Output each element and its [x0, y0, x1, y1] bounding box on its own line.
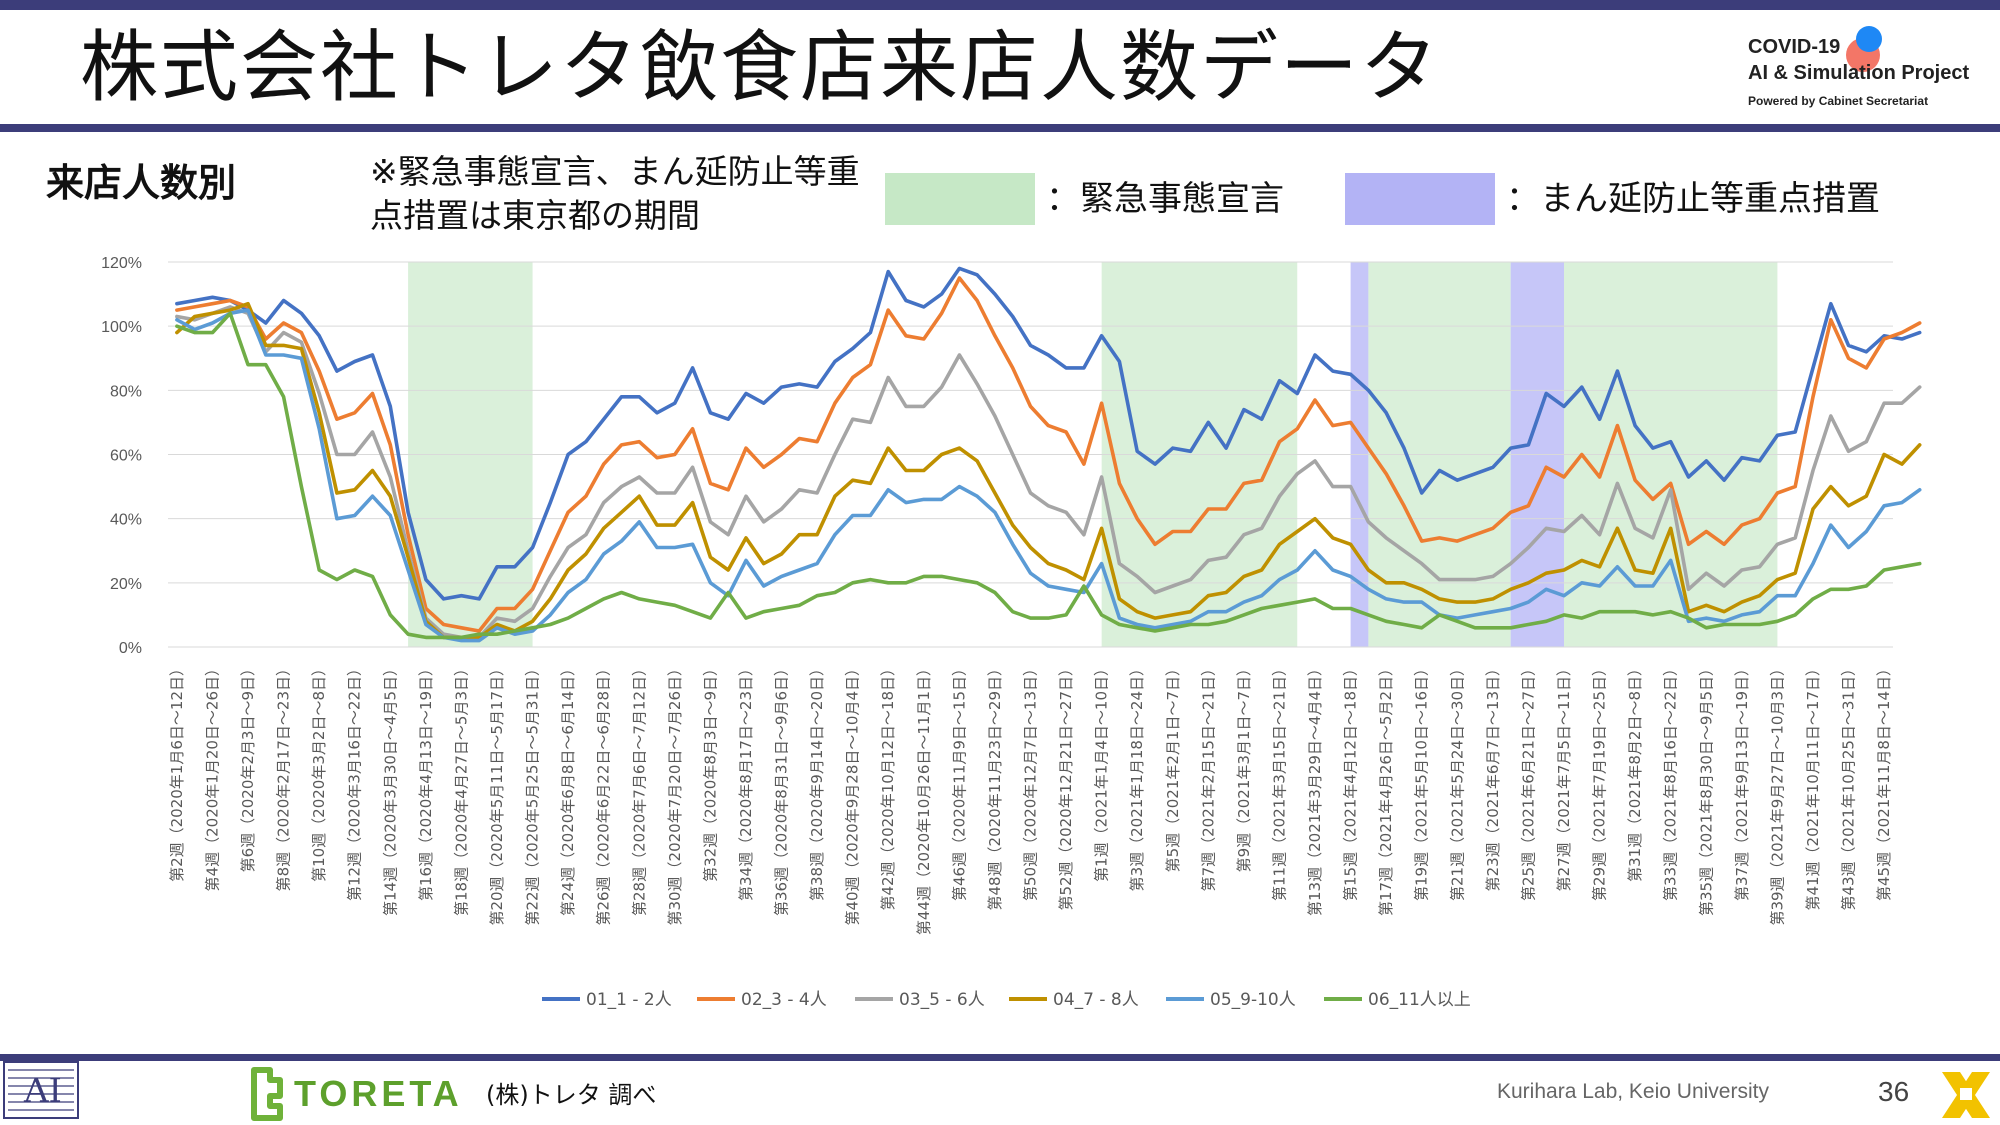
x-tick-label: 第38週（2020年9月14日～20日） — [808, 661, 826, 901]
y-tick-label: 80% — [110, 383, 142, 400]
toreta-logo-icon — [251, 1067, 283, 1121]
x-tick-label: 第15週（2021年4月12日～18日） — [1342, 661, 1360, 901]
y-tick-label: 0% — [119, 640, 142, 657]
x-tick-label: 第7週（2021年2月15日～21日） — [1199, 661, 1217, 891]
x-tick-label: 第24週（2020年6月8日～6月14日） — [559, 661, 577, 916]
y-tick-label: 60% — [110, 448, 142, 465]
legend-label-3: 03_5 - 6人 — [899, 990, 985, 1010]
y-tick-label: 100% — [101, 319, 142, 336]
x-tick-label: 第28週（2020年7月6日～7月12日） — [630, 661, 648, 916]
x-tick-label: 第41週（2021年10月11日～17日） — [1804, 661, 1822, 911]
series-line-6 — [175, 311, 1922, 640]
y-tick-label: 120% — [101, 255, 142, 272]
section-label: 来店人数別 — [46, 161, 237, 205]
covid-project-badge: COVID-19 AI & Simulation Project Powered… — [1748, 22, 1988, 117]
legend-label-5: 05_9-10人 — [1210, 990, 1296, 1010]
x-tick-label: 第46週（2020年11月9日～15日） — [950, 661, 968, 901]
x-tick-label: 第40週（2020年9月28日～10月4日） — [844, 661, 862, 926]
x-tick-label: 第4週（2020年1月20日～26日） — [203, 661, 221, 891]
x-tick-label: 第35週（2021年8月30日～9月5日） — [1697, 661, 1715, 916]
x-tick-label: 第19週（2021年5月10日～16日） — [1413, 661, 1431, 901]
mambo-legend-label: ：まん延防止等重点措置 — [1506, 179, 1880, 219]
x-tick-label: 第30週（2020年7月20日～7月26日） — [666, 661, 684, 926]
x-tick-label: 第34週（2020年8月17日～23日） — [737, 661, 755, 901]
x-tick-label: 第1週（2021年1月4日～10日） — [1093, 661, 1111, 882]
x-tick-label: 第22週（2020年5月25日～5月31日） — [524, 661, 542, 926]
x-tick-label: 第21週（2021年5月24日～30日） — [1448, 661, 1466, 901]
legend-label-2: 02_3 - 4人 — [741, 990, 827, 1010]
y-tick-label: 40% — [110, 512, 142, 529]
x-tick-label: 第11週（2021年3月15日～21日） — [1270, 661, 1288, 901]
badge-line-1: COVID-19 — [1748, 36, 1841, 58]
header-divider — [0, 124, 2000, 132]
x-tick-label: 第20週（2020年5月11日～5月17日） — [488, 661, 506, 926]
x-tick-label: 第12週（2020年3月16日～22日） — [346, 661, 364, 901]
x-tick-label: 第25週（2021年6月21日～27日） — [1519, 661, 1537, 901]
svg-text:AI: AI — [23, 1071, 62, 1111]
x-tick-label: 第13週（2021年3月29日～4月4日） — [1306, 661, 1324, 916]
line-chart: 0% 20% 40% 60% 80% 100% 120% 第2週（2020年1月6日～12日）… — [101, 255, 1922, 1010]
badge-blue-dot-icon — [1856, 26, 1882, 52]
x-tick-label: 第8週（2020年2月17日～23日） — [275, 661, 293, 891]
x-tick-label: 第3週（2021年1月18日～24日） — [1128, 661, 1146, 891]
toreta-wordmark: TORETA — [294, 1073, 463, 1114]
emergency-legend-label: ：緊急事態宣言 — [1046, 179, 1284, 219]
x-tick-label: 第29週（2021年7月19日～25日） — [1591, 661, 1609, 901]
x-tick-label: 第10週（2020年3月2日～8日） — [310, 661, 328, 882]
lab-credit: Kurihara Lab, Keio University — [1497, 1080, 1769, 1103]
top-bar — [0, 0, 2000, 10]
mambo-legend-swatch — [1345, 173, 1495, 225]
series-line-1 — [175, 266, 1922, 601]
x-tick-label: 第17週（2021年4月26日～5月2日） — [1377, 661, 1395, 916]
y-tick-label: 20% — [110, 576, 142, 593]
x-tick-label: 第37週（2021年9月13日～19日） — [1733, 661, 1751, 901]
x-tick-label: 第39週（2021年9月27日～10月3日） — [1768, 661, 1786, 926]
x-tick-label: 第50週（2020年12月7日～13日） — [1022, 661, 1040, 901]
series-line-5 — [175, 308, 1922, 643]
x-tick-label: 第16週（2020年4月13日～19日） — [417, 661, 435, 901]
x-tick-label: 第14週（2020年3月30日～4月5日） — [381, 661, 399, 916]
emergency-legend-swatch — [885, 173, 1035, 225]
period-note: ※緊急事態宣言、まん延防止等重点措置は東京都の期間 — [370, 152, 860, 235]
legend-label-6: 06_11人以上 — [1368, 990, 1471, 1010]
data-source: (株)トレタ 調べ — [486, 1081, 657, 1109]
x-tick-label: 第26週（2020年6月22日～6月28日） — [595, 661, 613, 926]
x-tick-label: 第27週（2021年7月5日～11日） — [1555, 661, 1573, 891]
x-tick-label: 第31週（2021年8月2日～8日） — [1626, 661, 1644, 882]
legend-label-4: 04_7 - 8人 — [1053, 990, 1139, 1010]
x-tick-label: 第48週（2020年11月23日～29日） — [986, 661, 1004, 911]
x-tick-label: 第32週（2020年8月3日～9日） — [701, 661, 719, 882]
x-tick-label: 第6週（2020年2月3日～9日） — [239, 661, 257, 872]
page-title: 株式会社トレタ飲食店来店人数データ — [80, 23, 1441, 113]
page-number: 36 — [1878, 1076, 1910, 1107]
x-tick-label: 第18週（2020年4月27日～5月3日） — [452, 661, 470, 916]
ai-center-logo-icon: AI — [3, 1061, 79, 1119]
x-tick-label: 第5週（2021年2月1日～7日） — [1164, 661, 1182, 872]
x-tick-label: 第52週（2020年12月21日～27日） — [1057, 661, 1075, 911]
x-tick-label: 第9週（2021年3月1日～7日） — [1235, 661, 1253, 872]
badge-line-2: AI & Simulation Project — [1748, 62, 1970, 84]
x-tick-label: 第2週（2020年1月6日～12日） — [168, 661, 186, 882]
x-tick-label: 第23週（2021年6月7日～13日） — [1484, 661, 1502, 891]
x-tick-label: 第42週（2020年10月12日～18日） — [879, 661, 897, 911]
x-tick-label: 第43週（2021年10月25日～31日） — [1840, 661, 1858, 911]
x-tick-label: 第33週（2021年8月16日～22日） — [1662, 661, 1680, 901]
x-tick-label: 第36週（2020年8月31日～9月6日） — [773, 661, 791, 916]
corner-logo-icon — [1942, 1072, 1990, 1118]
x-tick-label: 第45週（2021年11月8日～14日） — [1875, 661, 1893, 901]
footer-divider — [0, 1054, 2000, 1061]
badge-line-3: Powered by Cabinet Secretariat — [1748, 94, 1929, 108]
legend-label-1: 01_1 - 2人 — [586, 990, 672, 1010]
x-tick-label: 第44週（2020年10月26日～11月1日） — [915, 661, 933, 935]
series-line-2 — [175, 276, 1922, 633]
